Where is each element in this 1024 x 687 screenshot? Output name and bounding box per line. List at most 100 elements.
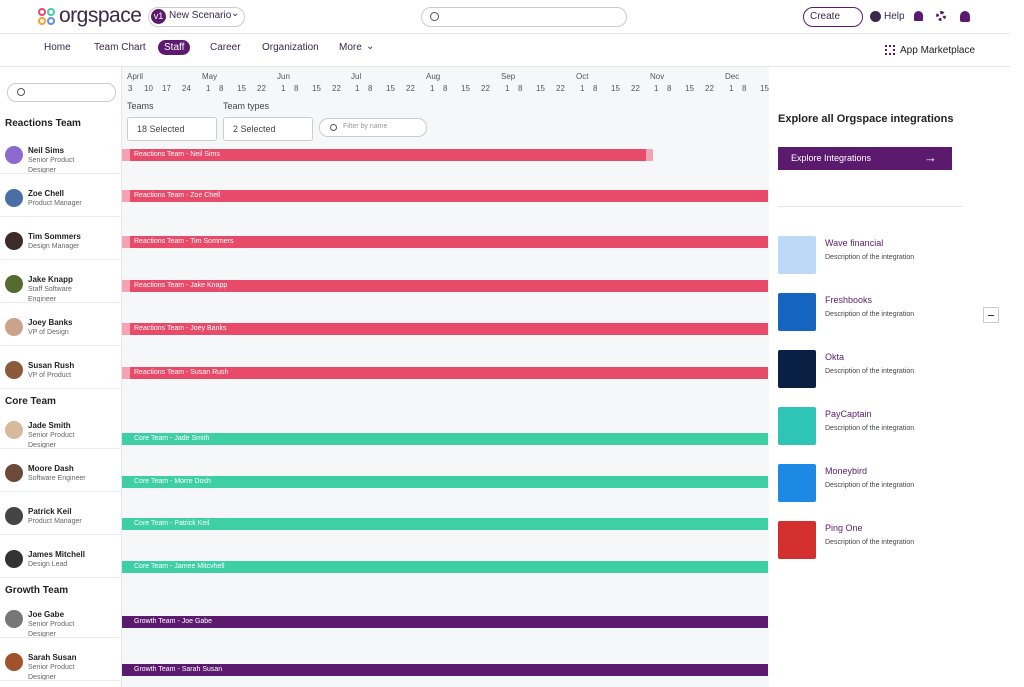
scenario-selector[interactable]: v1 New Scenario ⌄ — [148, 7, 245, 27]
timeline-bar[interactable]: Reactions Team - Neil Sims — [122, 149, 653, 161]
search-icon — [17, 88, 25, 96]
filter-input[interactable]: Filter by name — [319, 118, 427, 137]
integration-description: Description of the integration — [825, 425, 915, 432]
settings-icon[interactable] — [936, 11, 946, 21]
person-role: Design Lead — [28, 561, 68, 568]
nav-item[interactable]: Career — [210, 42, 241, 53]
timeline-bar[interactable]: Core Team - Jade Smith — [122, 433, 768, 445]
person-role: VP of Design — [28, 329, 69, 336]
user-icon[interactable] — [960, 11, 970, 22]
group-name: Growth Team — [5, 585, 69, 596]
chevron: ⌄ — [231, 8, 240, 19]
group-name: Core Team — [5, 396, 56, 407]
filter-label: Teams — [127, 101, 154, 111]
day-label: 1 — [281, 84, 286, 93]
person-name[interactable]: Tim Sommers — [28, 232, 81, 241]
day-label: 1 — [355, 84, 360, 93]
timeline-bar[interactable]: Reactions Team - Tim Sommers — [122, 236, 768, 248]
dropdown-value: 2 Selected — [233, 124, 276, 134]
person-name[interactable]: Moore Dash — [28, 464, 74, 473]
day-label: 8 — [667, 84, 672, 93]
bar-label: Growth Team - Sarah Susan — [134, 666, 223, 673]
person-name[interactable]: Joe Gabe — [28, 610, 65, 619]
person-name[interactable]: Neil Sims — [28, 146, 65, 155]
person-name[interactable]: Joey Banks — [28, 318, 73, 327]
nav-item[interactable]: Staff — [158, 40, 191, 55]
filter-label: Team types — [223, 101, 270, 111]
dropdown-value: 18 Selected — [137, 124, 185, 134]
chevron: ⌄ — [366, 41, 375, 52]
timeline-bar[interactable]: Core Team - Jamee Mitcvhell — [122, 561, 768, 573]
integrations-title: Explore all Orgspace integrations — [778, 113, 954, 125]
timeline-bar[interactable]: Reactions Team - Joey Banks — [122, 323, 768, 335]
avatar — [5, 361, 23, 379]
integration-logo[interactable] — [778, 236, 816, 274]
timeline-bar[interactable]: Core Team - Morre Dosh — [122, 476, 768, 488]
day-label: 15 — [536, 84, 545, 93]
nav-item[interactable]: Team Chart — [94, 42, 146, 53]
person-name[interactable]: Jake Knapp — [28, 275, 73, 284]
integration-logo[interactable] — [778, 464, 816, 502]
create-button[interactable]: Create — [803, 7, 863, 27]
person-name[interactable]: Zoe Chell — [28, 189, 65, 198]
integration-logo[interactable] — [778, 350, 816, 388]
person-name[interactable]: James Mitchell — [28, 550, 85, 559]
search-input[interactable] — [421, 7, 627, 27]
help-label[interactable]: Help — [884, 11, 905, 22]
day-label: 1 — [505, 84, 510, 93]
bell-icon[interactable] — [914, 11, 923, 21]
timeline-bar[interactable]: Reactions Team - Jake Knapp — [122, 280, 768, 292]
types-dropdown[interactable]: 2 Selected — [223, 117, 313, 141]
sidebar-search[interactable] — [7, 83, 116, 102]
month-label: April — [127, 72, 144, 81]
avatar — [5, 318, 23, 336]
explore-button[interactable]: Explore Integrations → — [778, 147, 952, 170]
timeline-bar[interactable]: Core Team - Patrick Keil — [122, 518, 768, 530]
month-label: Jul — [351, 72, 362, 81]
person-name[interactable]: Susan Rush — [28, 361, 75, 370]
integration-name[interactable]: PayCaptain — [825, 409, 872, 419]
day-label: 8 — [368, 84, 373, 93]
bar-label: Core Team - Jade Smith — [134, 435, 210, 442]
row-divider — [0, 491, 121, 492]
integration-name[interactable]: Moneybird — [825, 466, 868, 476]
integration-logo[interactable] — [778, 293, 816, 331]
nav-item[interactable]: Organization — [262, 42, 319, 53]
month-label: Jun — [277, 72, 290, 81]
day-label: 22 — [705, 84, 714, 93]
person-name[interactable]: Jade Smith — [28, 421, 71, 430]
timeline-bar[interactable]: Growth Team - Joe Gabe — [122, 616, 768, 628]
integration-name[interactable]: Wave financial — [825, 238, 884, 248]
integration-description: Description of the integration — [825, 311, 915, 318]
integration-name[interactable]: Okta — [825, 352, 845, 362]
day-label: 1 — [206, 84, 211, 93]
integration-name[interactable]: Ping One — [825, 523, 863, 533]
person-role: Senior Product Designer — [28, 664, 75, 681]
integration-name[interactable]: Freshbooks — [825, 295, 873, 305]
avatar — [5, 464, 23, 482]
button-label: Explore Integrations — [791, 153, 872, 163]
avatar — [5, 275, 23, 293]
timeline-bar[interactable]: Growth Team - Sarah Susan — [122, 664, 768, 676]
person-name[interactable]: Patrick Keil — [28, 507, 72, 516]
teams-dropdown[interactable]: 18 Selected — [127, 117, 217, 141]
person-name[interactable]: Sarah Susan — [28, 653, 77, 662]
timeline-bar[interactable]: Reactions Team - Zoe Chell — [122, 190, 768, 202]
row-divider — [0, 680, 121, 681]
app-marketplace[interactable]: App Marketplace — [900, 45, 976, 56]
header-divider — [0, 33, 1010, 34]
row-divider — [0, 216, 121, 217]
nav-item[interactable]: Home — [44, 42, 71, 53]
avatar — [5, 146, 23, 164]
timeline-bar[interactable]: Reactions Team - Susan Rush — [122, 367, 768, 379]
person-role: Product Manager — [28, 200, 82, 207]
search-icon — [430, 12, 439, 21]
row-divider — [0, 173, 121, 174]
nav-item[interactable]: More — [339, 42, 362, 53]
integration-description: Description of the integration — [825, 254, 915, 261]
person-role: Product Manager — [28, 518, 82, 525]
scenario-name: New Scenario — [169, 10, 232, 21]
integration-logo[interactable] — [778, 521, 816, 559]
integration-logo[interactable] — [778, 407, 816, 445]
bar-label: Core Team - Jamee Mitcvhell — [134, 563, 225, 570]
